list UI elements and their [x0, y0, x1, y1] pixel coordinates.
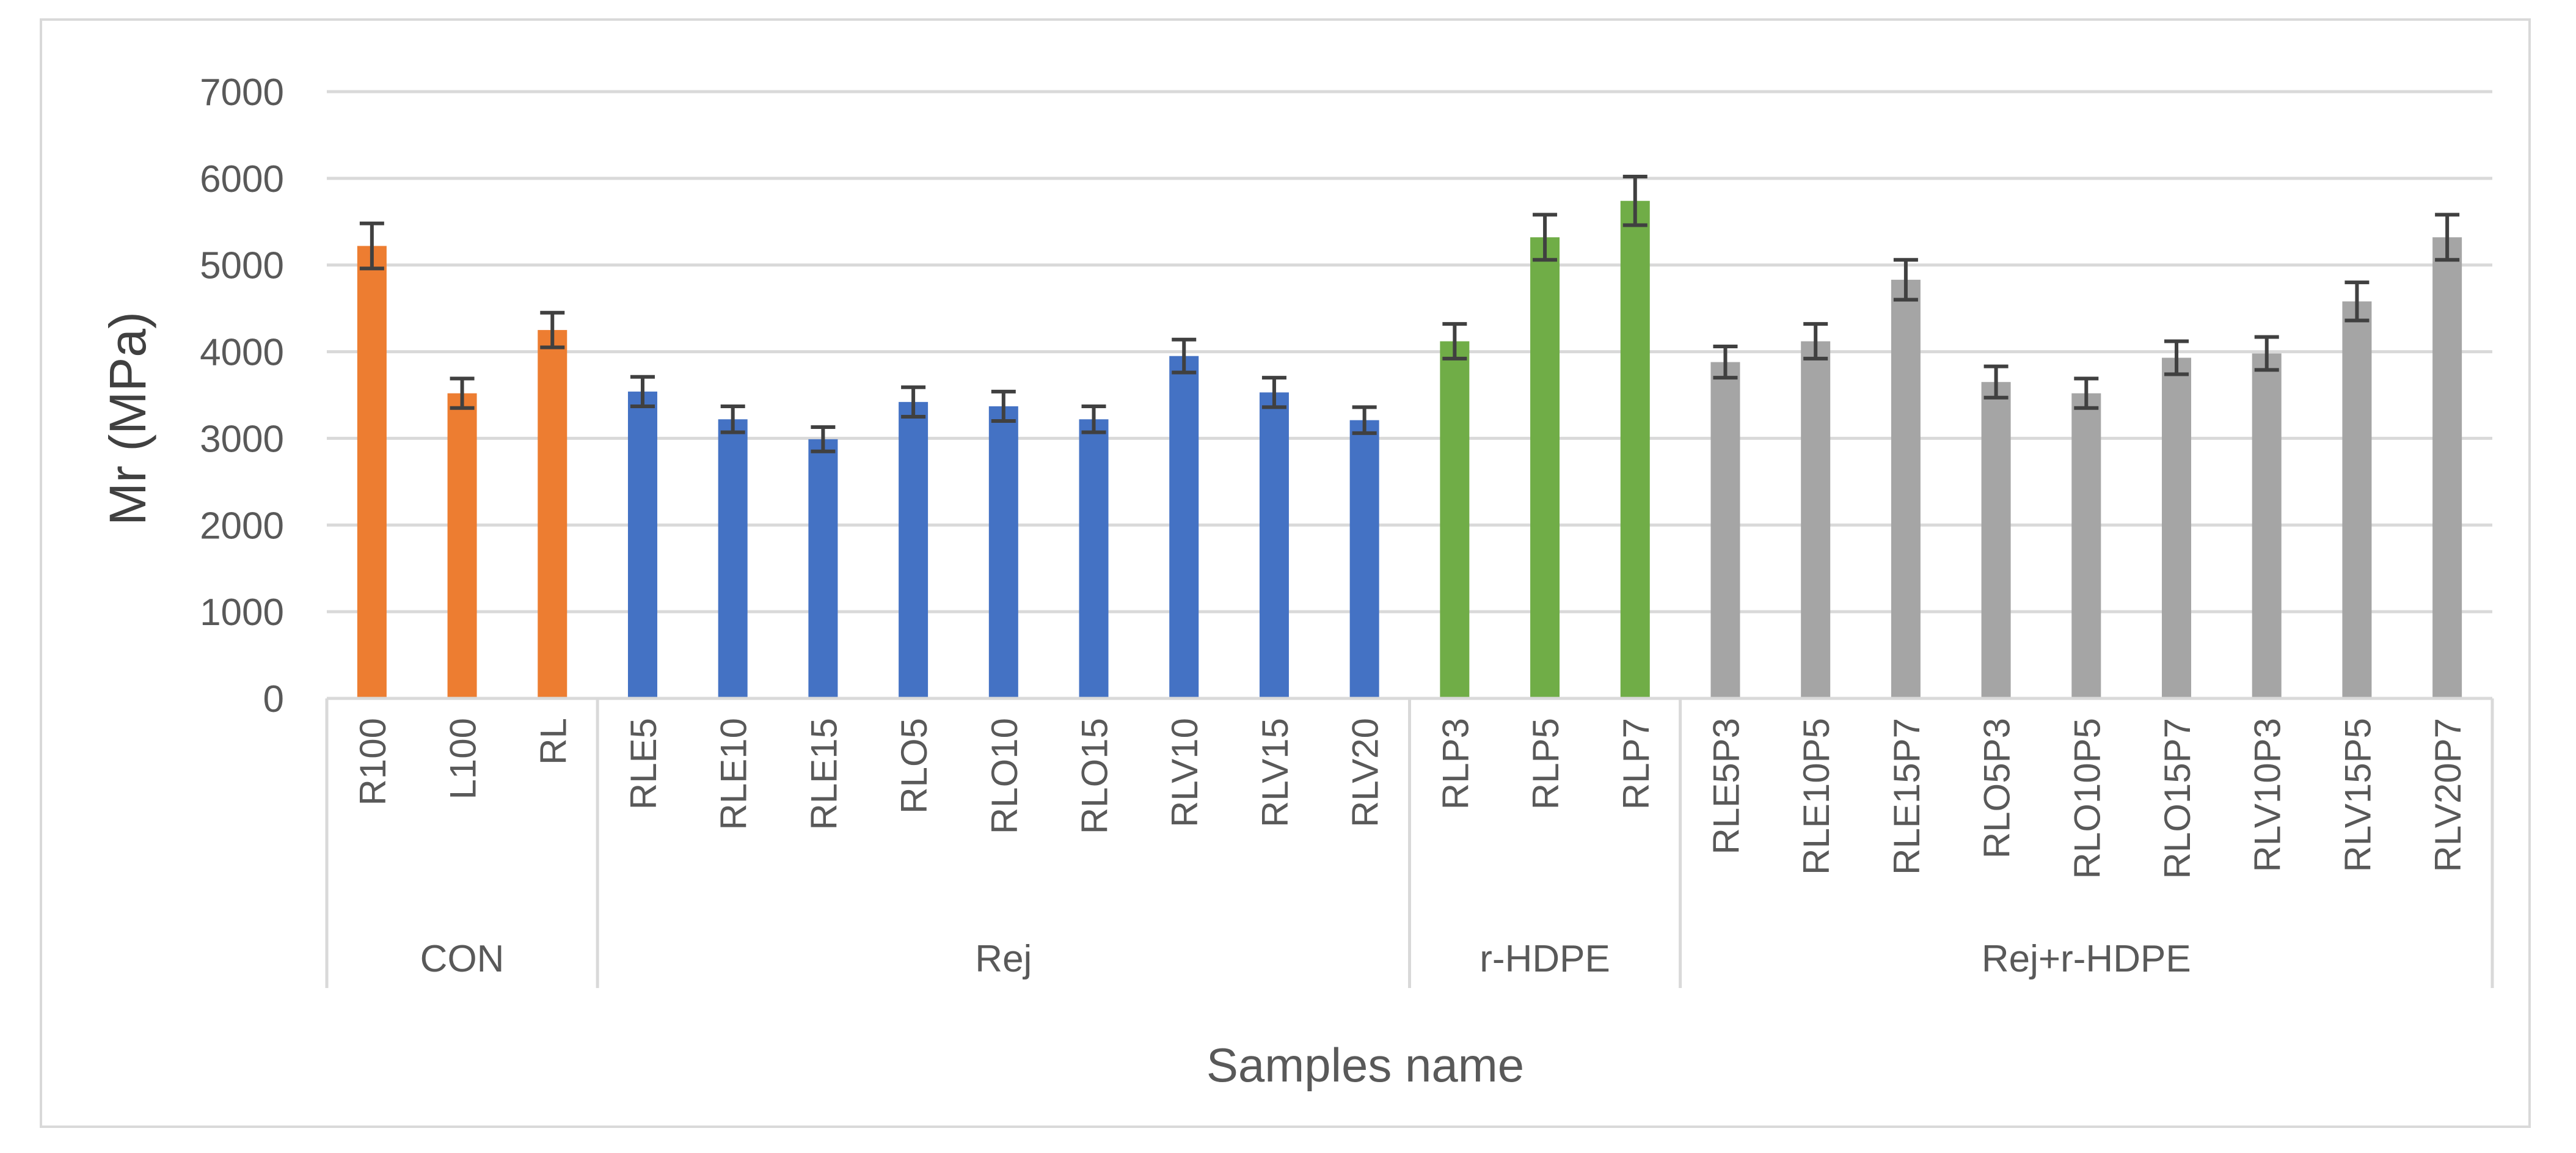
category-label: RLV15 — [1255, 718, 1296, 827]
bar — [2071, 393, 2101, 698]
bars — [357, 200, 2462, 699]
category-label: RLO15P7 — [2157, 718, 2198, 879]
bar — [627, 391, 657, 698]
group-label: r-HDPE — [1480, 938, 1610, 980]
bar — [1801, 341, 1831, 698]
y-tick-label: 4000 — [200, 332, 284, 374]
bar — [357, 246, 387, 698]
category-label: RLE5 — [623, 718, 664, 810]
bar — [808, 439, 838, 698]
category-label: RLP3 — [1435, 718, 1476, 810]
bar — [2162, 357, 2192, 698]
category-label: RLV10 — [1164, 718, 1205, 827]
bar — [1981, 382, 2011, 698]
y-tick-label: 0 — [263, 678, 284, 720]
category-label: RLO10P5 — [2067, 718, 2107, 879]
group-label: Rej — [975, 938, 1032, 980]
error-bars — [359, 175, 2460, 453]
bar — [1079, 419, 1109, 698]
y-tick-label: 5000 — [200, 245, 284, 287]
bar — [2252, 353, 2282, 698]
bar — [1349, 420, 1379, 698]
x-axis-title: Samples name — [1206, 1038, 1524, 1092]
y-tick-label: 7000 — [200, 71, 284, 114]
group-label: Rej+r-HDPE — [1982, 938, 2191, 980]
category-label: R100 — [352, 718, 393, 805]
bar — [1530, 237, 1560, 698]
labels: 0 1000 2000 3000 4000 5000 6000 7000 R100 L100 RL C… — [200, 71, 2468, 980]
bar — [899, 401, 929, 698]
bar — [2342, 301, 2372, 698]
bar — [988, 406, 1018, 698]
bar — [1710, 362, 1740, 698]
category-label: RLE15P7 — [1886, 718, 1927, 875]
axes — [325, 697, 2494, 988]
category-label: RLO15 — [1075, 718, 1115, 834]
bar — [1620, 200, 1650, 698]
y-axis-title: Mr (MPa) — [99, 312, 156, 525]
category-label: RLE15 — [803, 718, 844, 830]
category-label: RLE5P3 — [1706, 718, 1746, 854]
category-label: RLV20P7 — [2428, 718, 2468, 872]
category-label: RLP5 — [1525, 718, 1566, 810]
gridlines — [327, 90, 2492, 613]
category-label: RLE10P5 — [1796, 718, 1837, 875]
bar — [1440, 341, 1470, 698]
category-label: RLO5P3 — [1977, 718, 2018, 858]
category-label: RLO5 — [894, 718, 935, 814]
category-label: RLO10 — [984, 718, 1025, 834]
bar — [1259, 392, 1289, 698]
category-label: RLV20 — [1345, 718, 1386, 827]
bar — [1891, 279, 1921, 699]
category-label: RLV10P3 — [2247, 718, 2288, 872]
category-label: RLV15P5 — [2337, 718, 2378, 872]
category-label: RL — [533, 718, 574, 765]
bar — [538, 330, 567, 698]
bar — [2432, 237, 2462, 698]
y-tick-label: 1000 — [200, 591, 284, 634]
bar — [1169, 356, 1199, 698]
y-tick-label: 2000 — [200, 505, 284, 547]
category-label: RLE10 — [713, 718, 754, 830]
bar — [447, 393, 477, 698]
group-label: CON — [420, 938, 505, 980]
category-label: L100 — [443, 718, 484, 799]
category-label: RLP7 — [1616, 718, 1657, 810]
y-tick-label: 6000 — [200, 158, 284, 200]
y-tick-label: 3000 — [200, 418, 284, 460]
bar — [718, 419, 748, 698]
